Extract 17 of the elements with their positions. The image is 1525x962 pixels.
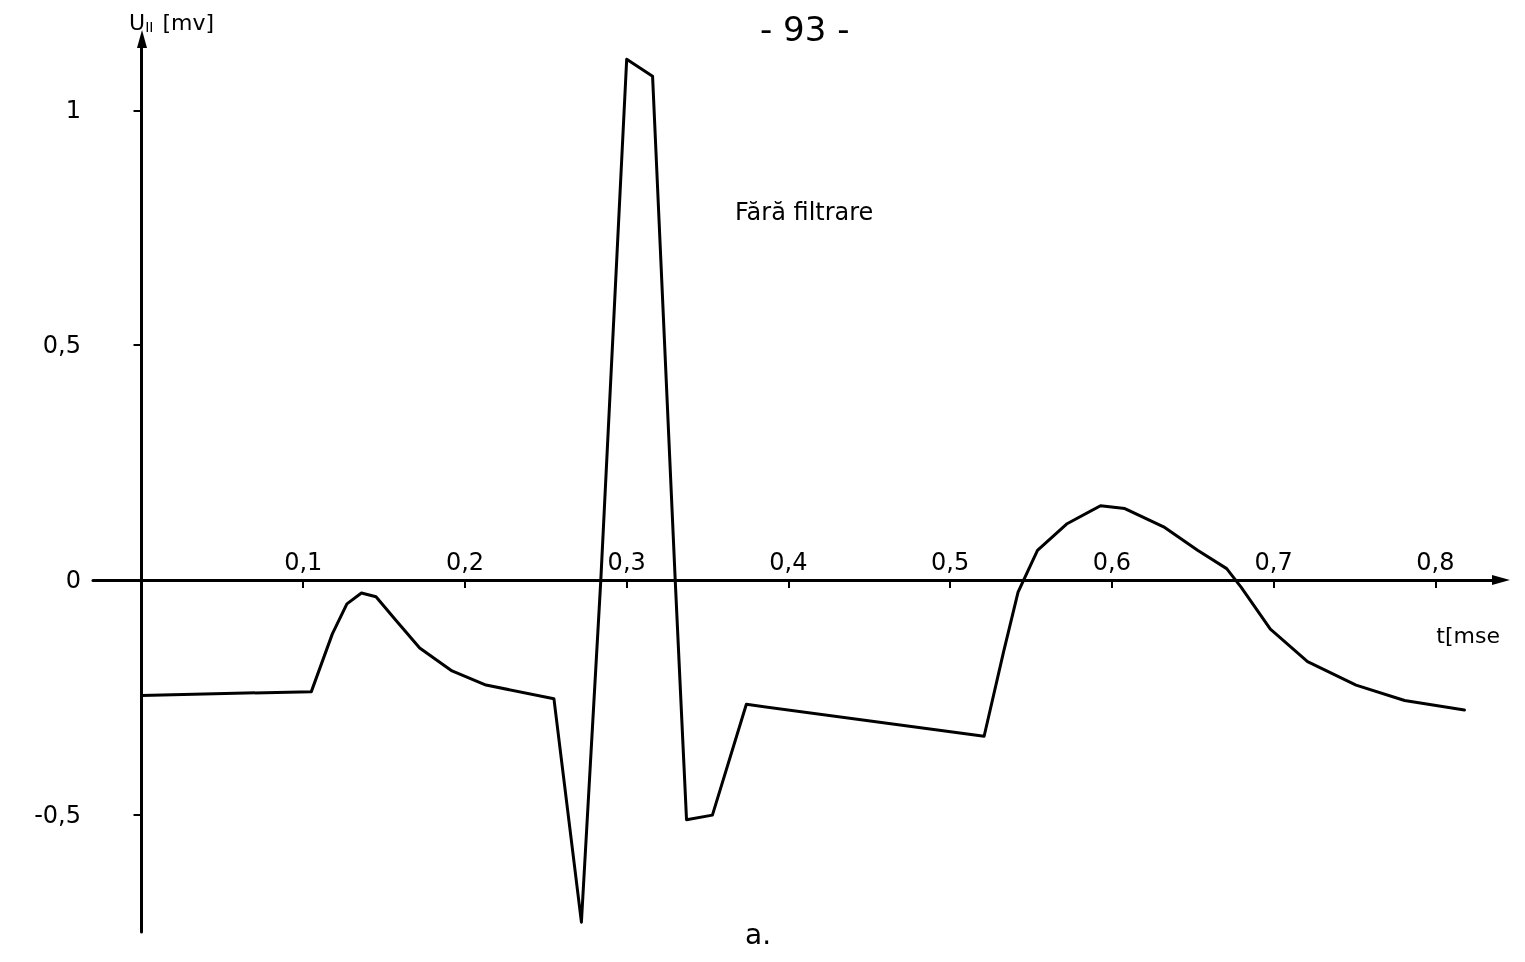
annotation: a.	[745, 917, 772, 951]
x-axis-title: t[mse	[1436, 623, 1500, 649]
x-tick-label: 0,2	[445, 547, 485, 576]
x-tick-label: 0,8	[1416, 547, 1455, 576]
x-tick-label: 0,4	[769, 547, 808, 576]
y-tick-label: 0,5	[42, 331, 81, 360]
y-tick-label: -0,5	[34, 800, 81, 829]
annotation: - 93 -	[760, 9, 850, 49]
x-tick-label: 0,6	[1092, 547, 1131, 576]
y-axis-title: UII [mv]	[129, 9, 214, 35]
y-tick-label: 0	[65, 565, 81, 594]
x-tick-label: 0,3	[607, 547, 646, 576]
y-tick-label: 1	[65, 96, 81, 125]
x-tick-label: 0,1	[284, 547, 323, 576]
x-tick-label: 0,5	[931, 547, 970, 576]
x-tick-label: 0,7	[1254, 547, 1293, 576]
annotation: Fără filtrare	[735, 198, 874, 226]
